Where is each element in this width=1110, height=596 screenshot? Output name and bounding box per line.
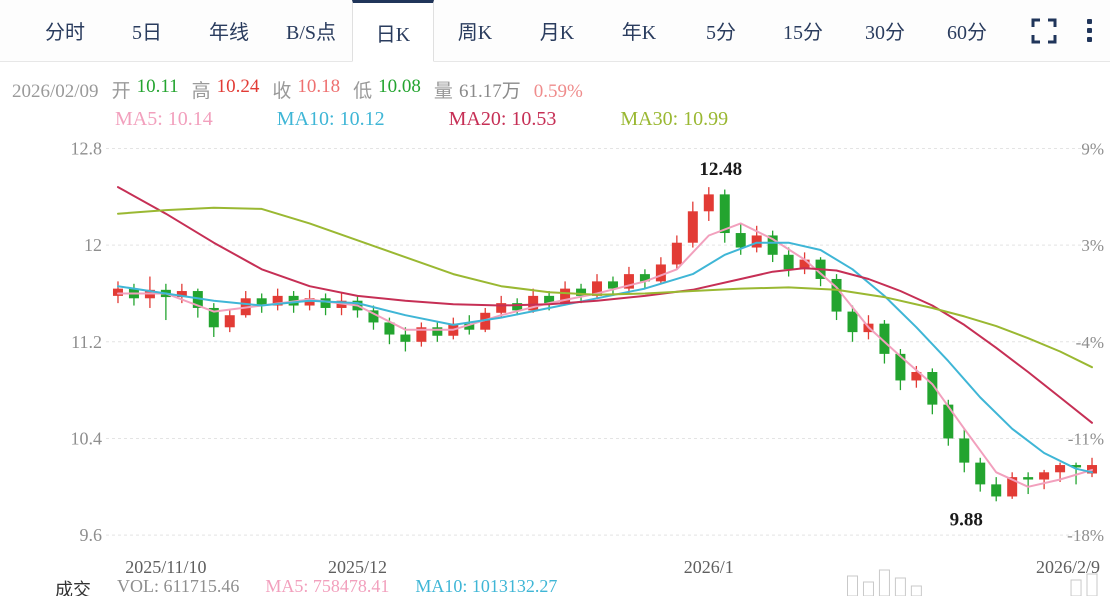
y-axis-label-right: -4% bbox=[1076, 333, 1104, 352]
ma-line-ma5 bbox=[117, 222, 1093, 488]
volume-section-label: 成交 bbox=[55, 580, 91, 596]
price-annotation: 12.48 bbox=[699, 159, 742, 180]
tab-label: 月K bbox=[539, 22, 575, 44]
volume-bars bbox=[847, 569, 1098, 596]
tab-item-5[interactable]: 周K bbox=[434, 0, 516, 61]
tab-label: 5分 bbox=[706, 22, 736, 44]
volume-ma10: MA10: 1013132.27 bbox=[415, 576, 558, 596]
quote-field: 高 10.24 bbox=[191, 76, 260, 102]
tab-bar: 分时 5日 年线 B/S点 日K 周K 月K 年K 5分 15分 30分 60分 bbox=[0, 0, 1110, 62]
y-axis-label-left: 12.8 bbox=[71, 140, 103, 159]
candlestick-chart[interactable]: 12.8 9% 12 3% 11.2 -4% 10.4 -11% 9.6 -18% 12.48 9.8… bbox=[0, 140, 1110, 596]
y-axis-label-right: 9% bbox=[1081, 140, 1104, 159]
y-axis-label-right: 3% bbox=[1081, 236, 1104, 255]
ma-line-ma20 bbox=[117, 186, 1093, 424]
y-axis-label-right: -11% bbox=[1068, 430, 1104, 449]
ma-line-ma30 bbox=[117, 206, 1093, 369]
change-percent: 0.59% bbox=[533, 81, 583, 102]
volume-header: 成交 VOL: 611715.46 MA5: 758478.41 MA10: 1… bbox=[55, 576, 557, 596]
ma-lines bbox=[117, 186, 1093, 488]
fullscreen-icon[interactable] bbox=[1031, 18, 1057, 44]
tab-label: 年K bbox=[621, 22, 657, 44]
tab-item-1[interactable]: 5日 bbox=[106, 0, 188, 61]
tab-label: 年线 bbox=[209, 22, 249, 44]
y-axis-label-left: 9.6 bbox=[80, 525, 103, 545]
tab-label: 30分 bbox=[865, 22, 905, 44]
tab-label: 60分 bbox=[947, 22, 987, 44]
tab-label: B/S点 bbox=[285, 22, 337, 44]
tab-label: 周K bbox=[457, 22, 493, 44]
ma-line-ma10 bbox=[117, 241, 1093, 474]
quote-field: 量 61.17万 bbox=[433, 81, 521, 102]
ma-legend-item: MA30: 10.99 bbox=[620, 108, 729, 130]
tab-item-2[interactable]: 年线 bbox=[188, 0, 270, 61]
tab-item-8[interactable]: 5分 bbox=[680, 0, 762, 61]
tab-item-9[interactable]: 15分 bbox=[762, 0, 844, 61]
y-axis-label-left: 11.2 bbox=[71, 332, 102, 352]
ma-legend-item: MA5: 10.14 bbox=[115, 108, 213, 130]
quote-field: 开 10.11 bbox=[111, 76, 179, 102]
quote-bar: 2026/02/09 开 10.11 高 10.24 收 10.18 低 10.08 量 61.1… bbox=[12, 76, 583, 103]
tab-list: 分时 5日 年线 B/S点 日K 周K 月K 年K 5分 15分 30分 60分 bbox=[24, 0, 1008, 62]
tab-item-6[interactable]: 月K bbox=[516, 0, 598, 61]
quote-fields: 开 10.11 高 10.24 收 10.18 低 10.08 量 61.17万 bbox=[112, 76, 521, 103]
quote-date: 2026/02/09 bbox=[12, 81, 99, 102]
tab-label: 5日 bbox=[132, 22, 162, 44]
price-annotation: 9.88 bbox=[950, 509, 983, 530]
tab-item-10[interactable]: 30分 bbox=[844, 0, 926, 61]
ma-legend: MA5: 10.14 MA10: 10.12 MA20: 10.53 MA30: 10… bbox=[115, 108, 728, 131]
tab-item-11[interactable]: 60分 bbox=[926, 0, 1008, 61]
x-axis-label: 2025/11/10 bbox=[125, 557, 206, 577]
volume-ma5: MA5: 758478.41 bbox=[265, 576, 390, 596]
tab-label: 15分 bbox=[783, 22, 823, 44]
more-menu-icon[interactable] bbox=[1085, 17, 1094, 44]
ma-legend-item: MA10: 10.12 bbox=[276, 108, 385, 130]
volume-value: VOL: 611715.46 bbox=[117, 576, 240, 596]
x-axis-label: 2026/1 bbox=[684, 557, 734, 577]
quote-field: 收 10.18 bbox=[272, 76, 341, 102]
tab-label: 日K bbox=[375, 23, 411, 46]
tab-item-7[interactable]: 年K bbox=[598, 0, 680, 61]
y-axis-label-right: -18% bbox=[1067, 526, 1104, 545]
y-axis-label-left: 10.4 bbox=[71, 429, 103, 449]
tab-item-3[interactable]: B/S点 bbox=[270, 0, 352, 61]
y-axis-label-left: 12 bbox=[84, 235, 102, 255]
quote-field: 低 10.08 bbox=[353, 76, 421, 102]
grid: 12.8 9% 12 3% 11.2 -4% 10.4 -11% 9.6 -18% bbox=[71, 140, 1105, 545]
x-axis-label: 2026/2/9 bbox=[1036, 557, 1100, 577]
candlesticks bbox=[112, 187, 1098, 502]
tab-item-0[interactable]: 分时 bbox=[24, 0, 106, 61]
ma-legend-item: MA20: 10.53 bbox=[448, 108, 557, 130]
tab-label: 分时 bbox=[45, 22, 85, 44]
x-axis-label: 2025/12 bbox=[328, 557, 387, 577]
tab-item-4[interactable]: 日K bbox=[352, 0, 434, 62]
